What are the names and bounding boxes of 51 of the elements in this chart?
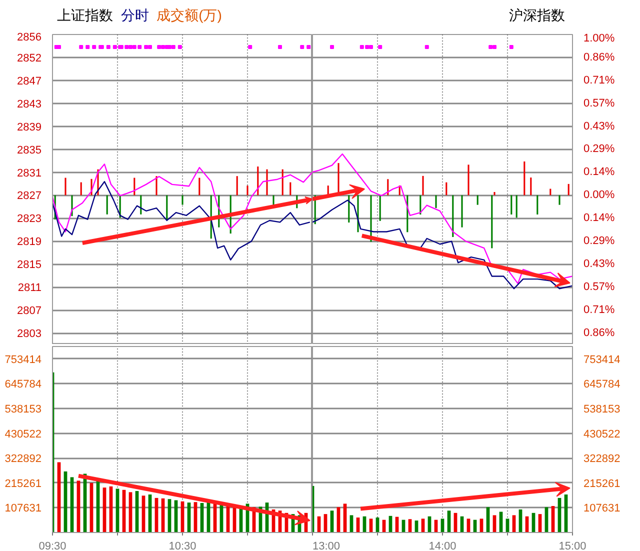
y-tick-label: 2831 — [17, 167, 42, 180]
text: 1.00% — [584, 32, 615, 44]
y-tick-label: 322892 — [584, 453, 620, 466]
text: 分时 — [120, 7, 149, 23]
text: 成交额(万) — [156, 7, 222, 23]
text: 0.71% — [584, 74, 615, 86]
y-tick-label: 538153 — [4, 404, 42, 416]
y-tick-label: 430522 — [584, 428, 620, 440]
y-tick-label: 2835 — [17, 144, 42, 156]
y-tick-label: 2803 — [17, 328, 42, 340]
y-tick-label: 107631 — [584, 502, 620, 515]
y-tick-label: 2815 — [17, 259, 42, 272]
y-tick-label: 2839 — [17, 121, 42, 134]
x-tick-label: 13:00 — [312, 540, 340, 551]
text: 0.57% — [584, 281, 615, 294]
text: 0.00% — [584, 189, 615, 202]
text: 0.14% — [584, 212, 615, 224]
y-tick-label: 2843 — [17, 98, 42, 110]
x-tick-label: 10:30 — [168, 540, 196, 551]
text: 0.86% — [584, 326, 615, 339]
y-tick-label: 2811 — [18, 282, 42, 294]
y-tick-label: 753414 — [584, 354, 620, 366]
y-tick-label: 2827 — [17, 190, 42, 202]
y-tick-label: 2819 — [17, 236, 42, 248]
x-tick-label: 14:00 — [428, 540, 456, 551]
y-tick-label: 645784 — [4, 378, 42, 391]
y-tick-label: 645784 — [584, 378, 620, 391]
text: 0.29% — [584, 143, 615, 156]
y-tick-label: 2852 — [17, 52, 42, 64]
y-tick-label: 2856 — [17, 32, 42, 44]
y-tick-label: 2847 — [17, 75, 42, 88]
y-tick-label: 753414 — [4, 354, 42, 366]
chart-title: 上证指数 — [57, 7, 113, 23]
y-tick-label: 107631 — [4, 502, 42, 515]
y-tick-label: 215261 — [4, 478, 42, 490]
text: 沪深指数 — [509, 6, 565, 25]
x-tick-label: 09:30 — [38, 540, 66, 551]
text: 0.71% — [584, 304, 615, 316]
y-tick-label: 538153 — [584, 404, 620, 416]
x-tick-label: 15:00 — [558, 540, 586, 551]
y-tick-label: 2823 — [17, 213, 42, 226]
text: 0.14% — [584, 166, 615, 178]
y-tick-label: 430522 — [4, 428, 42, 440]
text: 0.29% — [584, 235, 615, 248]
text: 0.57% — [584, 97, 615, 110]
text: 0.43% — [584, 258, 615, 270]
text: 0.43% — [584, 120, 615, 132]
y-tick-label: 322892 — [4, 453, 42, 466]
y-tick-label: 2807 — [17, 305, 42, 318]
text: 0.86% — [584, 51, 615, 64]
y-tick-label: 215261 — [584, 478, 620, 490]
